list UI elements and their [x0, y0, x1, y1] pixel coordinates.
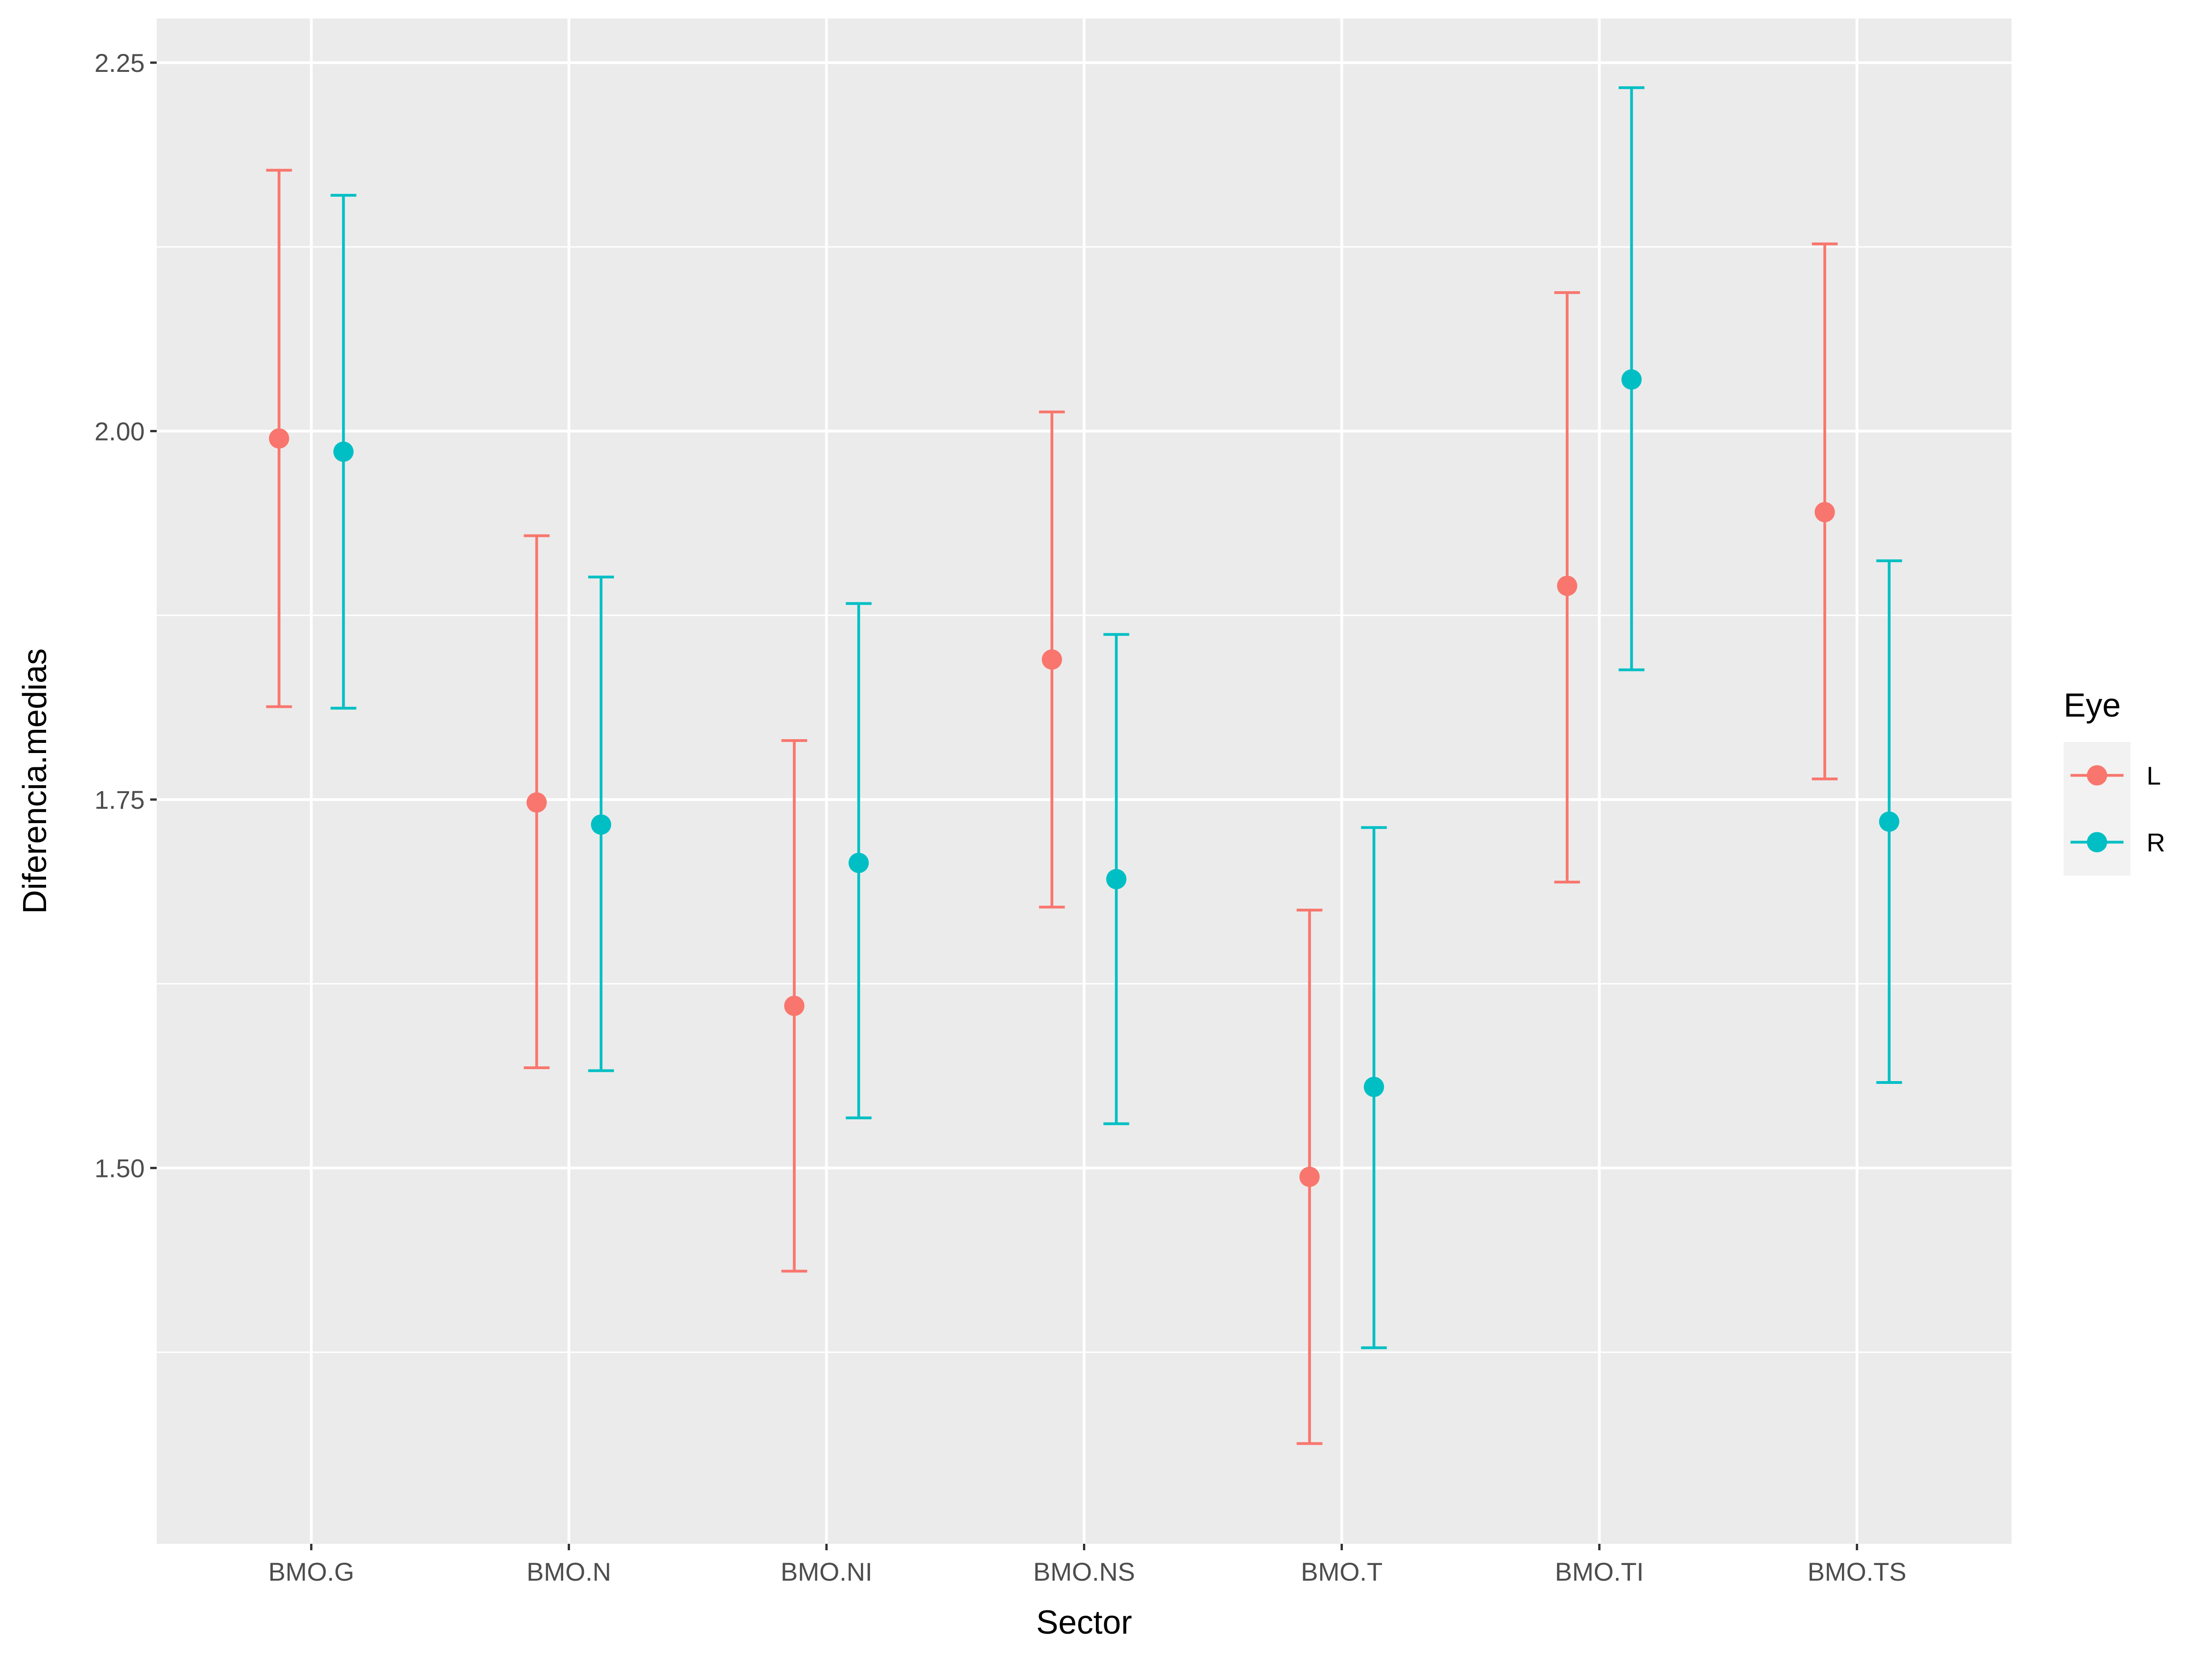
data-point-l — [1299, 1166, 1320, 1187]
x-tick-label: BMO.TS — [1807, 1557, 1906, 1586]
data-point-l — [1557, 576, 1577, 596]
data-point-r — [1364, 1077, 1384, 1097]
legend-label-r: R — [2147, 828, 2165, 857]
y-tick-label: 2.25 — [94, 48, 145, 77]
data-point-l — [1041, 649, 1062, 670]
grid-major — [157, 18, 2012, 1544]
x-tick-label: BMO.NI — [781, 1557, 872, 1586]
legend: Eye L R — [2064, 687, 2165, 876]
x-tick-label: BMO.TI — [1555, 1557, 1644, 1586]
y-tick-label: 2.00 — [94, 417, 145, 446]
data-point-l — [784, 995, 805, 1016]
x-axis-title: Sector — [1036, 1604, 1132, 1641]
data-point-r — [1621, 369, 1642, 390]
y-axis-title: Diferencia.medias — [17, 648, 53, 914]
data-point-l — [1814, 502, 1835, 523]
x-tick-label: BMO.G — [268, 1557, 354, 1586]
data-point-r — [1879, 811, 1900, 832]
x-tick-label: BMO.T — [1301, 1557, 1382, 1586]
y-axis-ticks: 1.50 1.75 2.00 2.25 — [94, 48, 157, 1182]
data-points — [269, 369, 1900, 1187]
x-axis-ticks: BMO.G BMO.N BMO.NI BMO.NS BMO.T BMO.TI BMO.TS — [268, 1544, 1906, 1586]
legend-title: Eye — [2064, 687, 2121, 724]
y-tick-label: 1.50 — [94, 1153, 145, 1182]
legend-keys-background — [2064, 742, 2130, 876]
x-tick-label: BMO.NS — [1033, 1557, 1135, 1586]
legend-label-l: L — [2147, 761, 2161, 790]
data-point-r — [1106, 869, 1127, 889]
data-point-r — [333, 441, 354, 462]
data-point-r — [848, 853, 869, 873]
y-tick-label: 1.75 — [94, 785, 145, 814]
x-tick-label: BMO.N — [527, 1557, 612, 1586]
legend-key-point-l — [2087, 765, 2107, 786]
data-point-r — [591, 814, 612, 835]
data-point-l — [269, 428, 289, 449]
data-point-l — [526, 792, 547, 813]
legend-key-point-r — [2087, 832, 2107, 853]
